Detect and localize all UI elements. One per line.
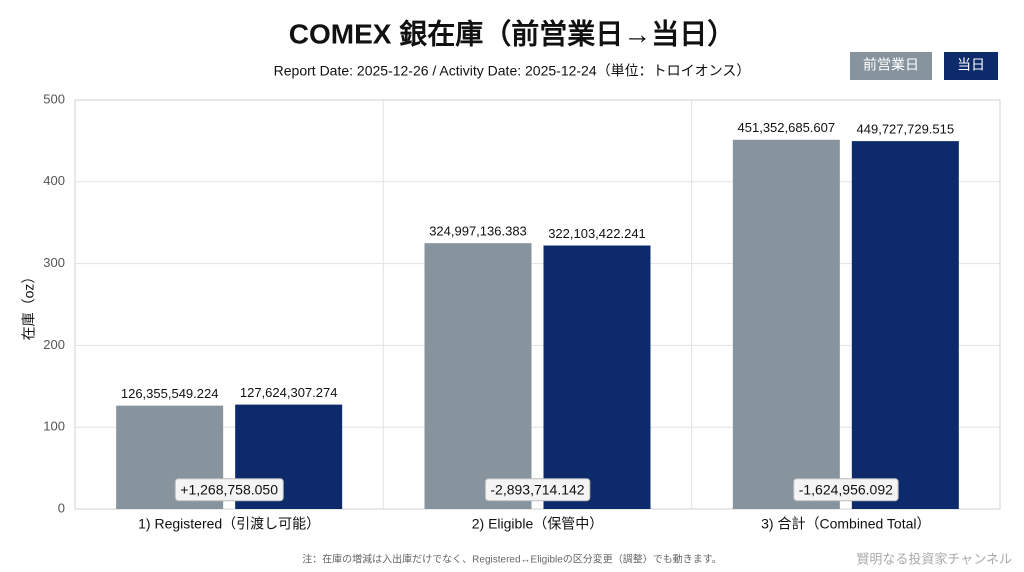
bar [851,141,959,509]
value-label: 127,624,307.274 [240,385,338,400]
watermark: 賢明なる投資家チャンネル [856,551,1012,566]
annotation-box [793,478,899,502]
legend-label: 前営業日 [863,57,919,73]
value-label: 126,355,549.224 [121,386,219,401]
value-label: 322,103,422.241 [548,226,646,241]
value-label: 451,352,685.607 [738,120,836,135]
annotation-box [174,478,284,502]
chart-title: COMEX 銀在庫（前営業日→当日） [289,17,735,49]
y-tick-label: 500 [43,91,65,106]
y-tick-label: 200 [43,337,65,352]
bar [732,139,840,509]
annotation: -2,893,714.142 [490,482,584,498]
y-tick-label: 300 [43,255,65,270]
chart-subtitle: Report Date: 2025-12-26 / Activity Date:… [274,63,751,79]
x-tick-label: 3) 合計（Combined Total） [761,516,930,532]
x-tick-label: 1) Registered（引渡し可能） [138,516,320,532]
x-tick-label: 2) Eligible（保管中） [472,516,603,532]
bar [424,243,532,509]
value-label: 449,727,729.515 [857,122,955,137]
y-tick-label: 0 [58,500,65,515]
y-axis-label: 在庫（oz） [21,270,37,341]
annotation: -1,624,956.092 [799,482,893,498]
annotation: +1,268,758.050 [180,482,278,498]
legend-swatch [944,52,998,80]
value-label: 324,997,136.383 [429,224,527,239]
bar [543,245,651,509]
legend-swatch [850,52,932,80]
y-tick-label: 100 [43,419,65,434]
annotation-box [484,478,591,502]
plot-frame [74,99,1001,510]
footnote: 注：在庫の増減は入出庫だけでなく、Registered↔Eligibleの区分変… [302,553,722,566]
y-tick-label: 400 [43,173,65,188]
legend-label: 当日 [957,57,985,73]
